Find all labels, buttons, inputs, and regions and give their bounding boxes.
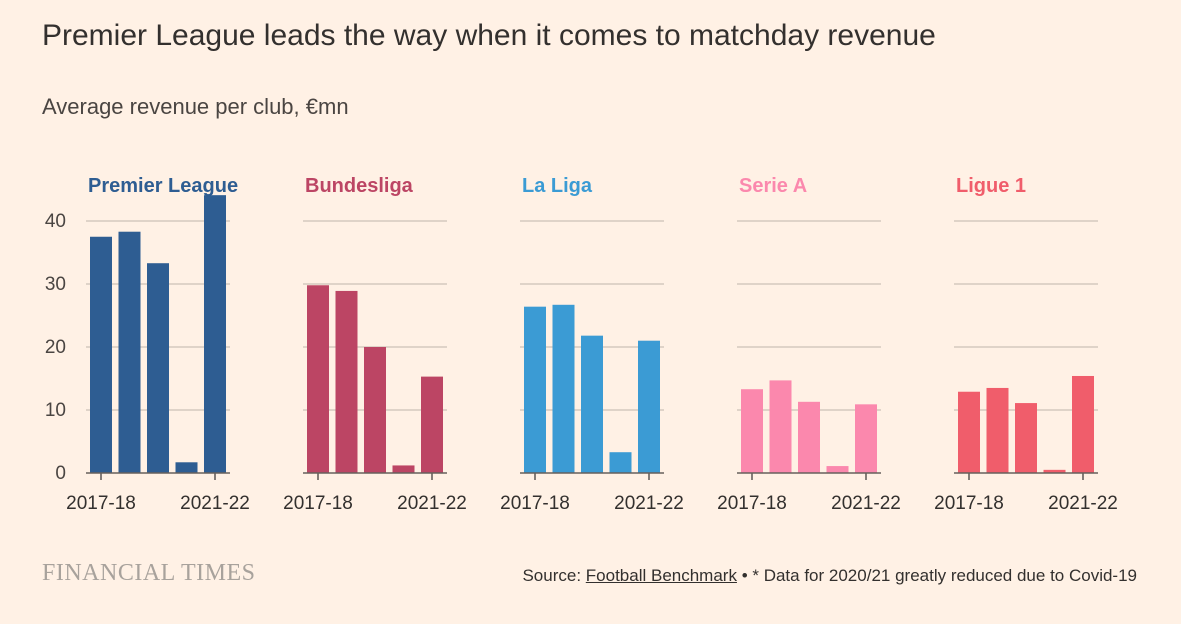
bar-serie-a-2019-20 — [798, 401, 820, 473]
x-tick-label: 2017-18 — [934, 493, 1004, 514]
series-title-ligue-1: Ligue 1 — [956, 175, 1026, 197]
bar-serie-a-2018-19 — [769, 380, 792, 473]
bar-la-liga-2021-22 — [638, 340, 660, 473]
ft-logo: FINANCIAL TIMES — [42, 560, 256, 586]
bar-premier-league-2021-22 — [204, 195, 226, 474]
bar-serie-a-2020-21 — [826, 466, 849, 473]
x-tick-label: 2021-22 — [614, 493, 684, 514]
bar-bundesliga-2021-22 — [421, 376, 443, 473]
chart-title: Premier League leads the way when it com… — [42, 19, 936, 52]
x-tick-label: 2021-22 — [180, 493, 250, 514]
x-tick-label: 2021-22 — [397, 493, 467, 514]
y-tick-label: 30 — [45, 274, 66, 295]
bar-ligue-1-2018-19 — [986, 387, 1009, 473]
source-link[interactable]: Football Benchmark — [585, 566, 737, 585]
bar-ligue-1-2021-22 — [1072, 375, 1094, 473]
series-title-serie-a: Serie A — [739, 175, 807, 197]
bar-ligue-1-2019-20 — [1015, 403, 1037, 473]
bar-serie-a-2021-22 — [855, 404, 877, 473]
bar-premier-league-2019-20 — [147, 263, 169, 473]
bar-la-liga-2017-18 — [524, 306, 546, 473]
bar-ligue-1-2017-18 — [958, 391, 980, 473]
source-prefix: Source: — [522, 566, 586, 585]
x-tick-label: 2017-18 — [500, 493, 570, 514]
bar-serie-a-2017-18 — [741, 389, 763, 473]
x-tick-label: 2021-22 — [831, 493, 901, 514]
bar-la-liga-2020-21 — [609, 452, 632, 473]
bar-bundesliga-2019-20 — [364, 347, 386, 473]
x-tick-label: 2017-18 — [283, 493, 353, 514]
bar-bundesliga-2018-19 — [335, 290, 358, 473]
bar-la-liga-2018-19 — [552, 304, 575, 473]
small-multiples-bar-chart: 0 10 20 30 40 Premier League 2017-18 2021-22 Bun… — [45, 175, 1118, 514]
y-tick-label: 40 — [45, 211, 66, 232]
series-title-la-liga: La Liga — [522, 175, 593, 197]
bar-ligue-1-2020-21 — [1043, 469, 1066, 473]
y-tick-label: 20 — [45, 337, 66, 358]
bar-bundesliga-2017-18 — [307, 285, 329, 473]
bar-la-liga-2019-20 — [581, 335, 603, 473]
chart-subtitle: Average revenue per club, €mn — [42, 94, 349, 119]
series-title-premier-league: Premier League — [88, 175, 238, 197]
bar-premier-league-2020-21 — [175, 462, 198, 473]
x-tick-label: 2021-22 — [1048, 493, 1118, 514]
series-title-bundesliga: Bundesliga — [305, 175, 414, 197]
source-note: Source: Football Benchmark • * Data for … — [522, 566, 1137, 586]
x-tick-label: 2017-18 — [66, 493, 136, 514]
source-suffix: • * Data for 2020/21 greatly reduced due… — [736, 566, 1137, 585]
bar-premier-league-2018-19 — [118, 231, 141, 473]
y-tick-label: 10 — [45, 400, 66, 421]
bar-bundesliga-2020-21 — [392, 465, 415, 473]
x-tick-label: 2017-18 — [717, 493, 787, 514]
y-tick-label: 0 — [55, 463, 66, 484]
bar-premier-league-2017-18 — [90, 236, 112, 473]
